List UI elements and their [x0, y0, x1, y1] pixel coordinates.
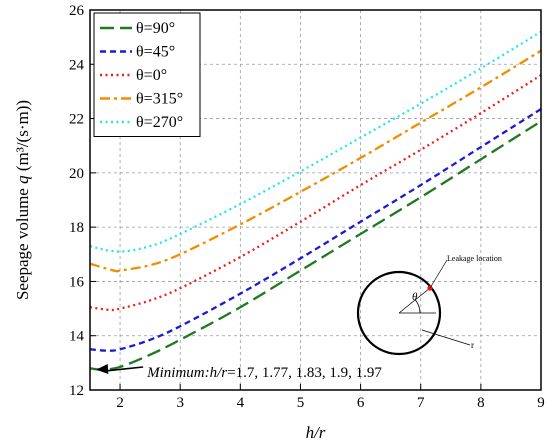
plot-frame	[89, 9, 542, 391]
series-line-0	[89, 120, 542, 371]
leakage-pointer-line	[429, 259, 448, 289]
legend-label-4: θ=270°	[136, 114, 183, 131]
annotation-arrow-head	[96, 363, 109, 374]
x-tick-label: 6	[357, 395, 365, 411]
leakage-label: Leakage location	[447, 254, 502, 263]
legend-label-3: θ=315°	[136, 91, 183, 108]
y-tick-label: 16	[69, 274, 85, 290]
inset-diagram: θ Leakage location r	[356, 254, 502, 356]
radius-line	[398, 287, 431, 314]
r-label: r	[471, 340, 474, 350]
series-lines	[89, 30, 542, 371]
annotation-var: h/r	[210, 365, 228, 381]
annotation-label: Minimum:	[146, 365, 210, 381]
y-axis-label-prefix: Seepage volume	[13, 184, 32, 300]
series-line-1	[89, 108, 542, 352]
y-axis-label-var: q	[13, 175, 32, 184]
x-tick-label: 3	[176, 395, 184, 411]
y-axis-label-units: (m³/(s·m))	[13, 100, 32, 175]
x-tick-label: 4	[237, 395, 245, 411]
annotation-values: =1.7, 1.77, 1.83, 1.9, 1.97	[227, 365, 382, 381]
theta-label: θ	[412, 291, 418, 303]
y-tick-label: 14	[69, 329, 85, 345]
axis-ticks: 2 3 4 5 6 7 8 9 12 14 16 18 20 22 24 26	[69, 3, 545, 411]
legend-label-2: θ=0°	[136, 67, 167, 84]
legend-label-0: θ=90°	[136, 20, 175, 37]
theta-arc	[415, 299, 421, 314]
y-tick-label: 18	[69, 220, 84, 236]
minimum-annotation: Minimum:h/r=1.7, 1.77, 1.83, 1.9, 1.97	[96, 363, 382, 381]
y-tick-label: 24	[69, 57, 85, 73]
annotation-text: Minimum:h/r=1.7, 1.77, 1.83, 1.9, 1.97	[146, 365, 382, 381]
x-tick-label: 2	[116, 395, 124, 411]
legend-label-1: θ=45°	[136, 44, 175, 61]
pipe-circle	[356, 270, 442, 356]
x-tick-label: 8	[477, 395, 485, 411]
series-line-3	[89, 49, 542, 273]
x-axis-label: h/r	[306, 423, 326, 442]
r-pointer-line	[421, 329, 471, 346]
y-tick-label: 20	[69, 166, 84, 182]
y-tick-label: 12	[69, 383, 84, 399]
annotation-arrow-line	[107, 366, 144, 372]
legend: θ=90° θ=45° θ=0° θ=315° θ=270°	[93, 12, 201, 137]
y-axis-label: Seepage volume q (m³/(s·m))	[13, 100, 32, 300]
x-tick-label: 5	[297, 395, 305, 411]
series-line-2	[89, 74, 542, 312]
x-tick-label: 9	[537, 395, 545, 411]
x-tick-label: 7	[417, 395, 425, 411]
y-tick-label: 22	[69, 112, 84, 128]
y-tick-label: 26	[69, 3, 85, 19]
